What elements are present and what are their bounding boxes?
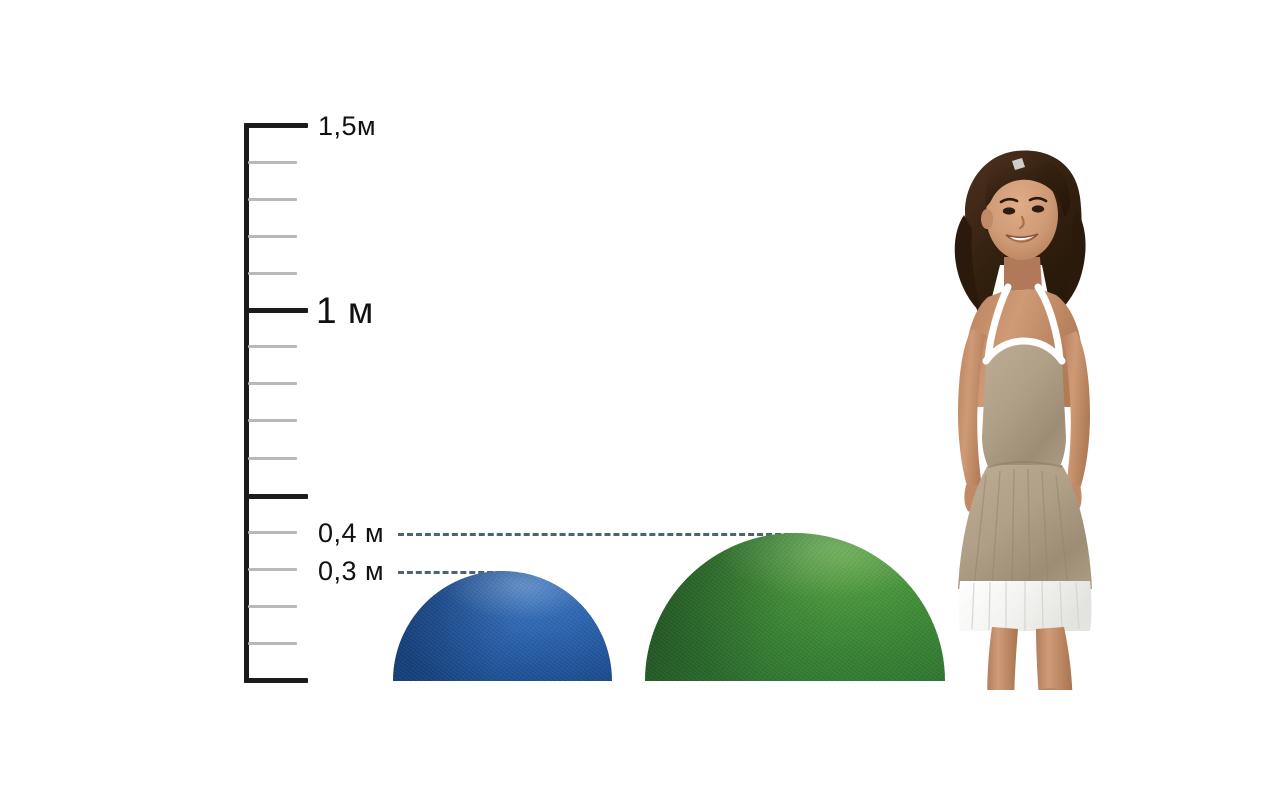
minor-tick-0-8m bbox=[248, 382, 297, 385]
minor-tick-0-1m bbox=[248, 642, 297, 645]
halter-strap-right bbox=[1034, 283, 1064, 363]
brow-right bbox=[1028, 196, 1048, 203]
hair-curl-right bbox=[1060, 209, 1086, 311]
major-tick-1m bbox=[244, 308, 308, 313]
hair-curl-left bbox=[954, 215, 984, 315]
ruler-spine bbox=[244, 123, 249, 683]
hem-pleats bbox=[971, 580, 1080, 632]
brow-left bbox=[999, 197, 1019, 204]
eye-right bbox=[1031, 205, 1045, 213]
blue-dome-highlight bbox=[393, 571, 612, 681]
axis-label-1-5m: 1,5м bbox=[318, 111, 377, 141]
green-dome-shading bbox=[645, 533, 945, 681]
axis-label-0-3m: 0,3 м bbox=[318, 556, 385, 586]
dress-neckline-trim bbox=[982, 337, 1066, 365]
major-tick-1-5m bbox=[244, 123, 308, 128]
knee-right bbox=[1041, 687, 1058, 690]
leg-right bbox=[1036, 627, 1073, 690]
ear-left bbox=[981, 209, 993, 229]
axis-label-0-4m: 0,4 м bbox=[318, 518, 385, 548]
dress-waist-seam bbox=[987, 461, 1063, 468]
minor-tick-0-9m bbox=[248, 345, 297, 348]
child-figure-illustration bbox=[954, 150, 1092, 690]
arm-left bbox=[958, 329, 986, 489]
blue-dome bbox=[393, 571, 612, 681]
minor-tick-0-4m bbox=[248, 531, 297, 534]
eye-left bbox=[1002, 207, 1016, 215]
hair-front bbox=[985, 155, 1070, 217]
green-dome bbox=[645, 533, 945, 681]
blue-dome-shading bbox=[393, 571, 612, 681]
major-tick-0m bbox=[244, 678, 308, 683]
blue-dome-texture bbox=[393, 571, 612, 681]
green-dome-highlight bbox=[645, 533, 945, 681]
minor-tick-0-7m bbox=[248, 419, 297, 422]
minor-tick-0-3m bbox=[248, 568, 297, 571]
dress-bodice bbox=[982, 343, 1066, 471]
leader-line-0-4m bbox=[398, 533, 790, 536]
green-dome-texture bbox=[645, 533, 945, 681]
minor-tick-1-1m bbox=[248, 272, 297, 275]
dress-pleats bbox=[973, 468, 1069, 588]
minor-tick-1-2m bbox=[248, 235, 297, 238]
major-tick-0-5m bbox=[244, 494, 308, 499]
minor-tick-0-6m bbox=[248, 457, 297, 460]
hair-clip bbox=[1012, 158, 1025, 170]
minor-tick-1-4m bbox=[248, 161, 297, 164]
face bbox=[986, 170, 1058, 260]
arm-right bbox=[1062, 331, 1090, 489]
minor-tick-1-3m bbox=[248, 198, 297, 201]
child-figure bbox=[930, 145, 1150, 690]
minor-tick-0-2m bbox=[248, 605, 297, 608]
neck bbox=[1004, 257, 1042, 291]
nose bbox=[1018, 215, 1025, 230]
leg-left bbox=[987, 627, 1018, 690]
axis-label-1m: 1 м bbox=[316, 290, 374, 331]
lower-lip bbox=[1008, 235, 1036, 243]
